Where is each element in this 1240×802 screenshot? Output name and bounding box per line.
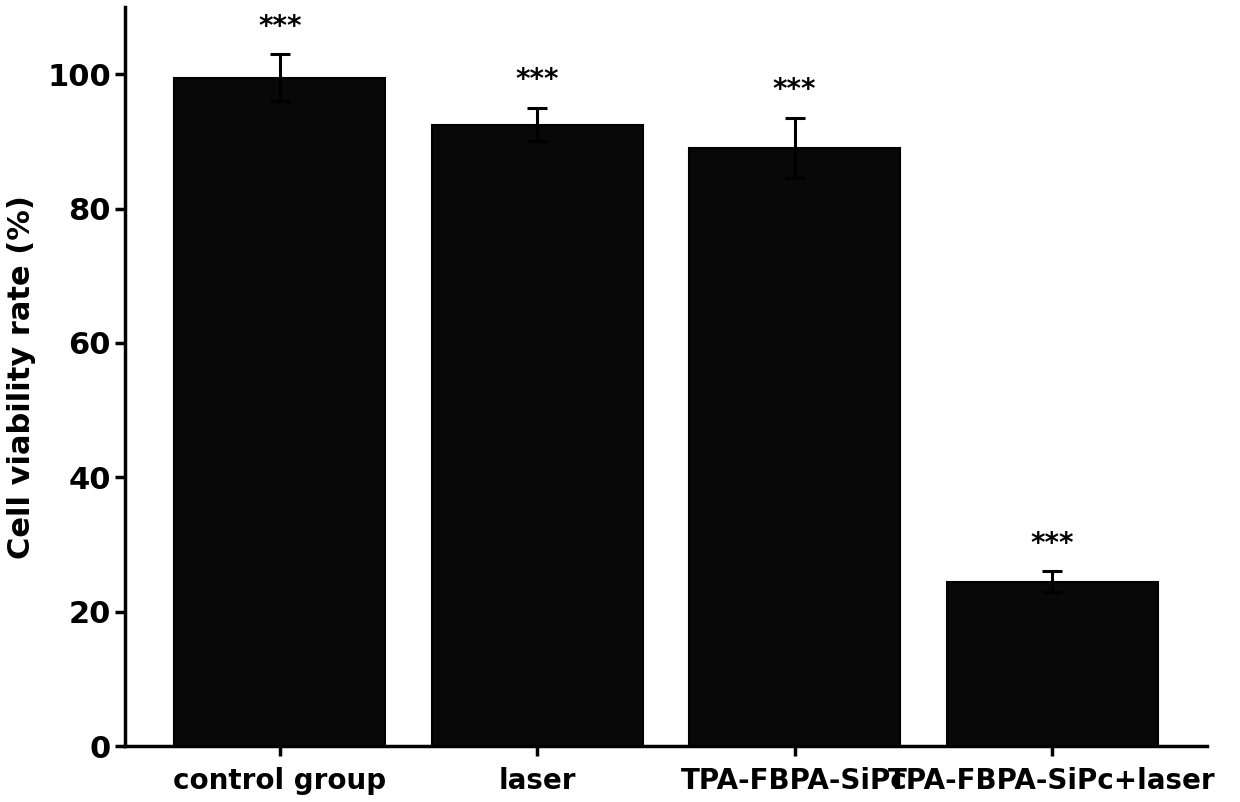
Bar	[432, 124, 642, 746]
Text: ***: ***	[1030, 530, 1074, 558]
Y-axis label: Cell viability rate (%): Cell viability rate (%)	[7, 195, 36, 558]
Bar	[689, 148, 900, 746]
Bar	[175, 78, 386, 746]
Text: ***: ***	[258, 13, 301, 41]
Bar	[946, 581, 1158, 746]
Text: ***: ***	[773, 76, 816, 104]
Text: ***: ***	[516, 67, 559, 95]
